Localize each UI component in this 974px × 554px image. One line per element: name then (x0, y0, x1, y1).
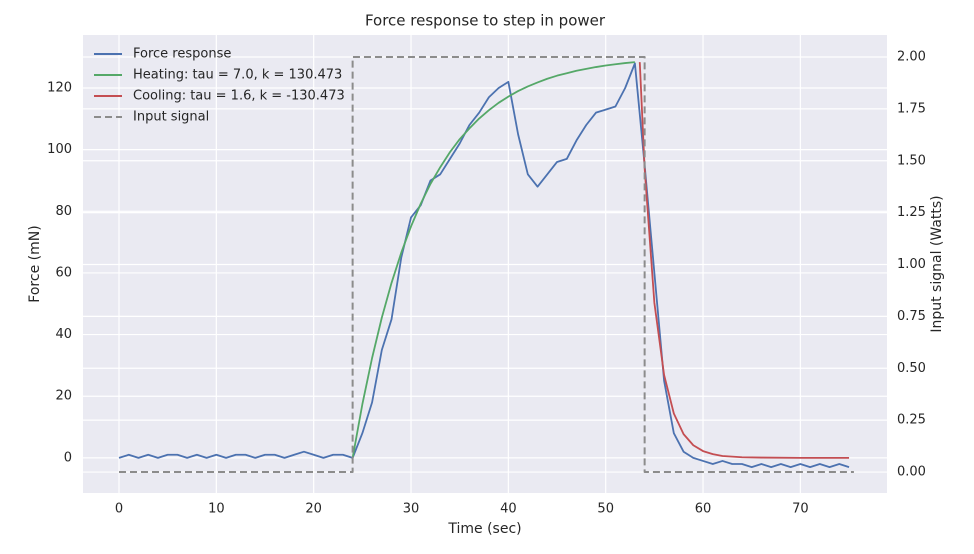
x-tick-label: 60 (695, 502, 712, 517)
y2-tick-label: 0.25 (897, 413, 926, 428)
x-tick-label: 40 (500, 502, 517, 517)
x-tick-label: 30 (403, 502, 420, 517)
x-tick-label: 20 (305, 502, 322, 517)
series-line (118, 62, 850, 469)
y-axis-label: Force (mN) (27, 225, 43, 302)
x-tick-label: 50 (597, 502, 614, 517)
series-line (119, 56, 854, 474)
y-tick-label: 20 (55, 389, 72, 404)
y-tick-label: 80 (55, 204, 72, 219)
y2-tick-label: 0.75 (897, 309, 926, 324)
y-tick-label: 120 (47, 81, 72, 96)
x-axis-label: Time (sec) (447, 521, 521, 537)
legend-label: Force response (133, 47, 231, 62)
x-tick-label: 70 (792, 502, 809, 517)
chart-title: Force response to step in power (365, 12, 606, 30)
series-line (638, 62, 850, 459)
x-tick-label: 0 (115, 502, 123, 517)
y-tick-label: 40 (55, 327, 72, 342)
y2-tick-label: 1.25 (897, 205, 926, 220)
grid (83, 35, 887, 493)
y2-tick-label: 1.50 (897, 153, 926, 168)
x-tick-label: 10 (208, 502, 225, 517)
y-tick-label: 60 (55, 265, 72, 280)
y-tick-label: 0 (64, 450, 72, 465)
y2-tick-label: 1.00 (897, 257, 926, 272)
y2-axis-label: Input signal (Watts) (929, 195, 945, 332)
y2-tick-label: 2.00 (897, 49, 926, 64)
y2-tick-label: 0.00 (897, 465, 926, 480)
legend: Force response Heating: tau = 7.0, k = 13… (94, 47, 345, 125)
series-line (351, 61, 635, 459)
legend-label: Cooling: tau = 1.6, k = -130.473 (133, 89, 345, 104)
lines (118, 56, 854, 474)
y2-tick-label: 1.75 (897, 101, 926, 116)
y-tick-label: 100 (47, 142, 72, 157)
y2-tick-label: 0.50 (897, 361, 926, 376)
legend-label: Heating: tau = 7.0, k = 130.473 (133, 68, 342, 83)
legend-label: Input signal (133, 110, 209, 125)
